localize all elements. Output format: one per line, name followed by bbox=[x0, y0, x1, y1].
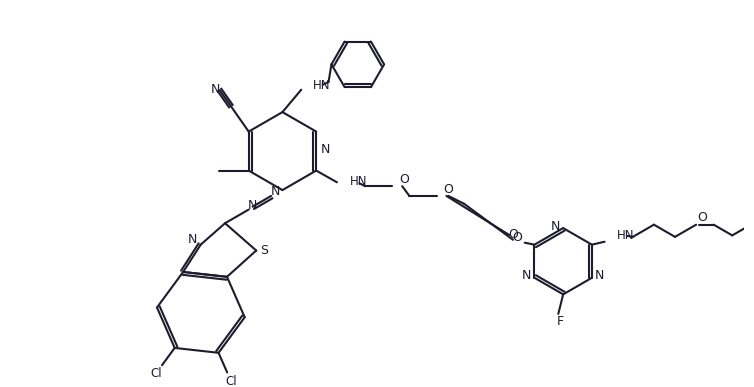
Text: O: O bbox=[400, 173, 409, 186]
Text: F: F bbox=[556, 315, 564, 328]
Text: HN: HN bbox=[350, 175, 367, 188]
Text: O: O bbox=[512, 231, 522, 244]
Text: N: N bbox=[248, 199, 257, 212]
Text: Cl: Cl bbox=[150, 366, 162, 380]
Text: O: O bbox=[697, 211, 707, 224]
Text: N: N bbox=[271, 185, 280, 197]
Text: HN: HN bbox=[618, 229, 635, 242]
Text: N: N bbox=[522, 269, 532, 283]
Text: N: N bbox=[595, 269, 605, 283]
Text: N: N bbox=[320, 143, 329, 156]
Text: Cl: Cl bbox=[225, 375, 237, 387]
Text: N: N bbox=[211, 84, 220, 96]
Text: N: N bbox=[550, 220, 560, 233]
Text: O: O bbox=[443, 183, 453, 195]
Text: O: O bbox=[508, 228, 518, 241]
Text: HN: HN bbox=[313, 79, 330, 92]
Text: N: N bbox=[188, 233, 198, 246]
Text: S: S bbox=[260, 244, 268, 257]
